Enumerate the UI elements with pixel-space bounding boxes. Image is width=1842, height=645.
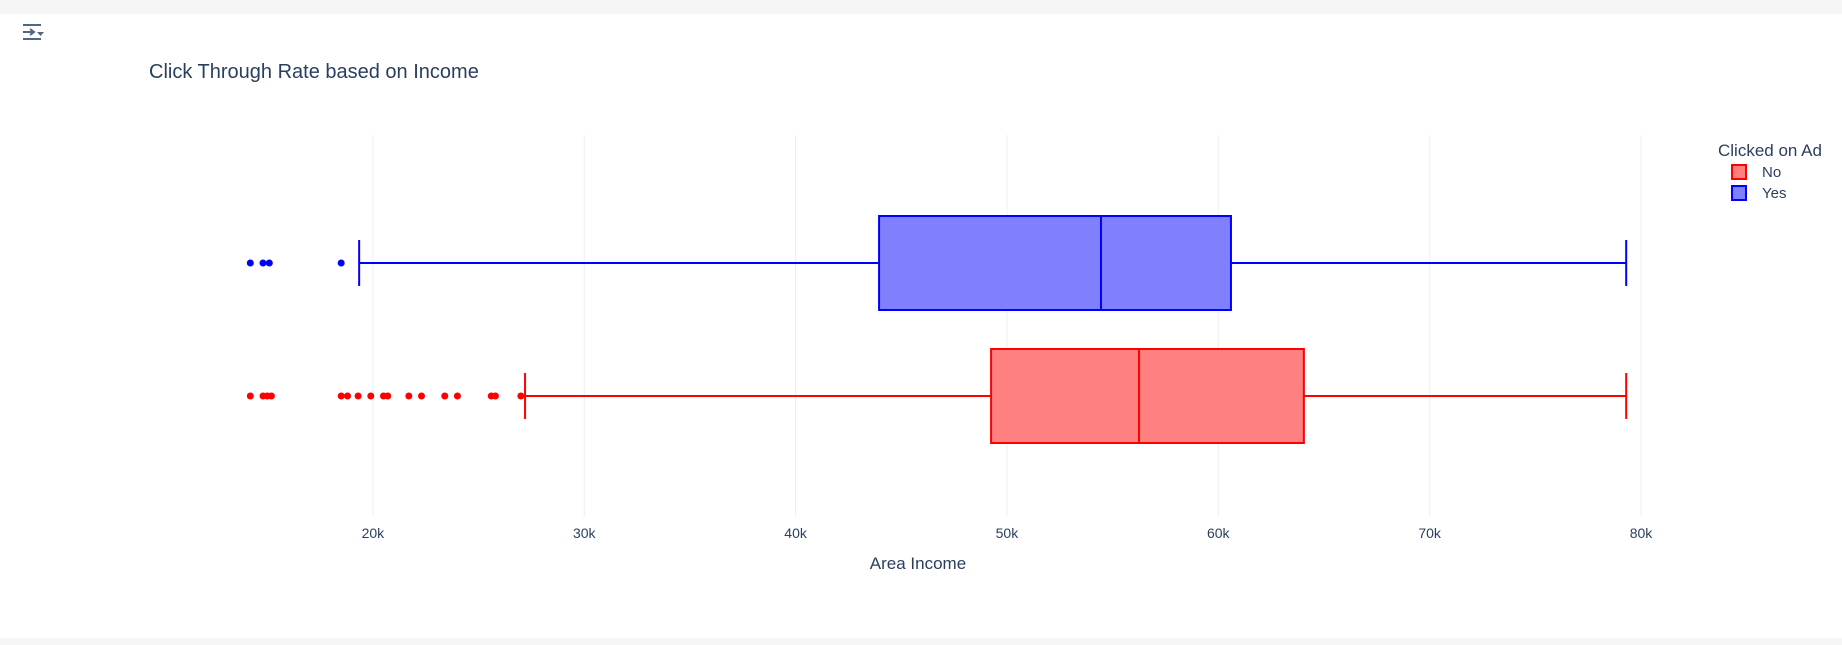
outlier-point — [517, 392, 525, 400]
x-tick-label: 70k — [1418, 525, 1442, 541]
x-tick-label: 20k — [362, 525, 386, 541]
iqr-box — [878, 215, 1232, 311]
outlier-point — [367, 392, 375, 400]
outlier-point — [384, 392, 392, 400]
filter-toggle-button[interactable] — [18, 20, 48, 46]
x-tick-label: 50k — [996, 525, 1020, 541]
outlier-point — [337, 392, 345, 400]
outlier-point — [265, 259, 273, 267]
iqr-box — [990, 348, 1305, 444]
legend-swatch — [1731, 164, 1747, 180]
outlier-point — [405, 392, 413, 400]
x-axis-title: Area Income — [870, 554, 966, 573]
filter-toggle-icon — [23, 24, 44, 40]
x-tick-labels: 20k 30k 40k 50k 60k 70k 80k — [362, 525, 1654, 541]
outlier-point — [337, 259, 345, 267]
outlier-point — [246, 392, 254, 400]
legend[interactable]: Clicked on Ad No Yes — [1718, 141, 1822, 202]
chart-title: Click Through Rate based on Income — [149, 61, 479, 83]
outlier-point — [441, 392, 449, 400]
x-tick-label: 80k — [1630, 525, 1654, 541]
outlier-point — [354, 392, 362, 400]
legend-label: Yes — [1762, 185, 1786, 202]
legend-item-no[interactable]: No — [1731, 164, 1781, 181]
x-tick-label: 60k — [1207, 525, 1231, 541]
grid — [372, 135, 1642, 517]
box-yes — [246, 215, 1628, 311]
outlier-point — [453, 392, 461, 400]
legend-label: No — [1762, 164, 1781, 181]
legend-title: Clicked on Ad — [1718, 141, 1822, 160]
legend-item-yes[interactable]: Yes — [1731, 185, 1786, 202]
boxes — [246, 215, 1628, 444]
outlier-point — [491, 392, 499, 400]
bottom-strip — [0, 638, 1842, 645]
box-no — [246, 348, 1628, 444]
outlier-point — [267, 392, 275, 400]
top-strip — [0, 0, 1842, 14]
legend-swatch — [1731, 185, 1747, 201]
x-tick-label: 40k — [784, 525, 808, 541]
outlier-point — [344, 392, 352, 400]
outlier-point — [246, 259, 254, 267]
x-tick-label: 30k — [573, 525, 597, 541]
outlier-point — [418, 392, 426, 400]
outlier-point — [259, 259, 267, 267]
